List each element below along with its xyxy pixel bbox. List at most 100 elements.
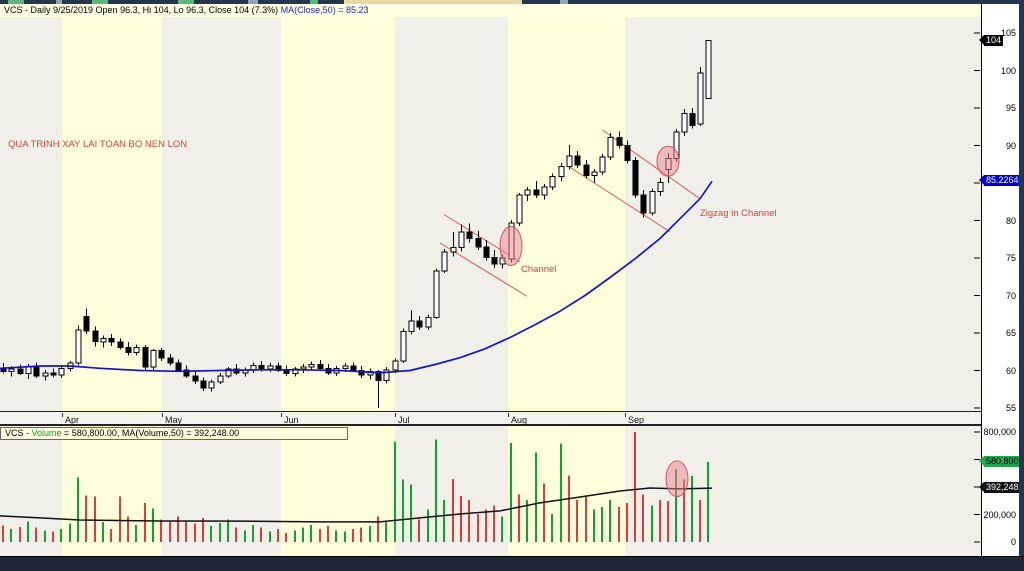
toolbar-fragment	[56, 0, 62, 4]
month-label: Jul	[398, 415, 410, 425]
volume-bar	[518, 494, 520, 542]
price-axis-label: 100	[1000, 65, 1016, 76]
volume-bar	[360, 527, 362, 542]
volume-bar	[235, 527, 237, 542]
toolbar-fragment	[310, 0, 318, 4]
toolbar-fragment	[178, 0, 194, 4]
volume-bar	[135, 524, 137, 542]
price-axis-label: 95	[1005, 103, 1016, 113]
candle	[125, 346, 132, 353]
candle	[58, 367, 65, 376]
volume-bar	[634, 432, 636, 542]
candle	[657, 181, 664, 192]
candle	[408, 320, 415, 332]
volume-bar	[691, 476, 693, 542]
volume-bar	[327, 526, 329, 542]
volume-bar	[119, 496, 121, 542]
volume-symbol-text: VCS -	[5, 428, 32, 438]
volume-bar	[85, 495, 87, 542]
candle	[100, 337, 107, 343]
candle	[466, 231, 473, 239]
volume-bar	[210, 526, 212, 542]
volume-bar	[252, 524, 254, 542]
volume-bar	[302, 527, 304, 542]
candle	[566, 155, 573, 167]
volume-bar	[2, 525, 4, 542]
candle	[549, 175, 556, 188]
volume-bar	[585, 495, 587, 542]
candle	[308, 364, 315, 368]
volume-bar	[501, 516, 503, 542]
volume-bar	[202, 517, 204, 542]
price-axis-label: 65	[1005, 328, 1016, 338]
month-band	[508, 426, 625, 556]
window-top-edge	[0, 0, 1024, 4]
price-axis-label: 90	[1005, 140, 1016, 151]
candle	[574, 155, 581, 166]
candle	[17, 368, 24, 374]
month-band	[162, 426, 281, 556]
candle	[158, 349, 165, 359]
volume-bar	[543, 483, 545, 542]
price-ma-text: MA(Close,50) = 85.23	[280, 5, 369, 15]
month-band	[0, 17, 62, 411]
candle	[92, 330, 99, 342]
ma-volume-tag: 392,248	[979, 482, 1021, 494]
candle	[516, 194, 523, 224]
volume-chart[interactable]	[0, 426, 981, 556]
volume-bar	[127, 516, 129, 542]
volume-bar	[535, 452, 537, 542]
volume-bar	[435, 439, 437, 542]
volume-pane-header: VCS - Volume = 580,800.00, MA(Volume,50)…	[0, 427, 348, 440]
volume-bar	[659, 500, 661, 542]
candle	[433, 270, 440, 318]
volume-bar	[452, 478, 454, 542]
annotation-text: Channel	[521, 264, 556, 275]
candle	[491, 256, 498, 265]
month-band	[162, 17, 281, 411]
volume-bar	[27, 521, 29, 542]
candle	[558, 166, 565, 177]
candle	[142, 346, 149, 368]
candle	[200, 380, 207, 389]
volume-chart-canvas[interactable]	[0, 426, 981, 556]
highlight-ellipse	[665, 460, 689, 498]
value-axis[interactable]: 105100959085807570656055800,000600,00040…	[979, 4, 1021, 556]
candle	[697, 72, 704, 125]
volume-bar	[651, 505, 653, 542]
date-axis[interactable]: Apr May Jun Jul Aug Sep	[0, 411, 981, 426]
candle	[33, 366, 40, 377]
volume-bar	[707, 462, 709, 542]
candle	[300, 366, 307, 370]
volume-bar	[194, 523, 196, 542]
price-chart[interactable]: QUA TRINH XAY LAI TOAN BO NEN LON Channel…	[0, 17, 981, 411]
volume-bar	[418, 519, 420, 542]
month-tick	[625, 413, 626, 417]
candle	[475, 238, 482, 248]
month-tick	[395, 413, 396, 417]
candle	[483, 246, 490, 258]
candle	[350, 365, 357, 371]
month-band	[395, 17, 508, 411]
volume-bars-layer	[2, 432, 709, 542]
candle	[416, 320, 423, 328]
candle	[150, 349, 157, 368]
candle	[42, 372, 49, 377]
volume-bar	[144, 502, 146, 542]
volume-bar	[526, 500, 528, 542]
candle	[192, 375, 199, 382]
volume-bar	[19, 526, 21, 542]
volume-axis-label: 800,000	[983, 427, 1016, 437]
candle	[400, 331, 407, 362]
candle	[607, 136, 614, 158]
toolbar-fragment	[8, 0, 24, 4]
volume-bar	[310, 524, 312, 542]
volume-word-text: Volume	[31, 428, 62, 438]
price-chart-canvas[interactable]: QUA TRINH XAY LAI TOAN BO NEN LON Channel…	[0, 17, 981, 411]
highlight-ellipse	[499, 226, 523, 266]
volume-bar	[294, 530, 296, 542]
month-band	[508, 17, 625, 411]
candle	[258, 364, 265, 370]
candle	[108, 337, 115, 343]
volume-bar	[568, 475, 570, 542]
